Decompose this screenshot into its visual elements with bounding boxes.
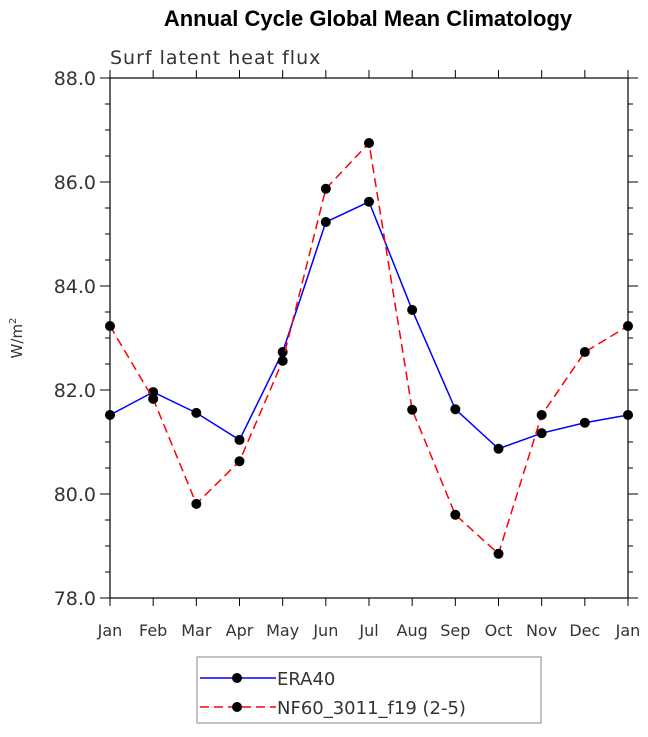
data-point: [320, 217, 331, 228]
data-point: [234, 434, 245, 445]
y-tick-label: 88.0: [54, 68, 96, 90]
data-point: [623, 321, 633, 332]
x-tick-label: Dec: [569, 621, 600, 640]
y-axis-label-sup: 2: [8, 318, 19, 324]
svg-text:W/m2: W/m2: [8, 318, 26, 359]
x-tick-label: Sep: [440, 621, 470, 640]
data-point: [320, 183, 331, 194]
legend-marker: [232, 702, 242, 712]
legend-label: ERA40: [277, 669, 335, 690]
data-point: [364, 196, 374, 207]
data-point: [105, 409, 115, 420]
data-point: [105, 321, 115, 332]
data-point: [191, 498, 202, 509]
y-tick-label: 78.0: [54, 588, 96, 610]
data-point: [364, 138, 374, 148]
y-tick-label: 84.0: [54, 276, 96, 298]
data-point: [234, 456, 245, 467]
y-tick-label: 82.0: [54, 380, 96, 402]
data-point: [623, 409, 633, 420]
data-point: [407, 404, 418, 415]
x-tick-label: Jan: [615, 621, 641, 640]
x-tick-label: Jul: [358, 621, 378, 640]
data-point: [579, 347, 590, 358]
x-tick-label: Aug: [397, 621, 428, 640]
series-line-0: [109, 200, 629, 450]
y-axis-label-text: W/m: [8, 324, 26, 359]
x-tick-label: Nov: [526, 621, 557, 640]
data-point: [407, 304, 418, 315]
x-tick-label: Apr: [226, 621, 254, 640]
x-tick-label: Oct: [485, 621, 513, 640]
legend-box: [196, 656, 542, 724]
data-point: [536, 428, 547, 439]
data-point: [536, 409, 547, 420]
x-tick-label: Jan: [97, 621, 123, 640]
y-tick-label: 80.0: [54, 484, 96, 506]
data-point: [493, 443, 504, 454]
y-tick-label: 86.0: [54, 172, 96, 194]
data-point: [493, 548, 504, 559]
data-point: [277, 355, 288, 366]
legend-label: NF60_3011_f19 (2-5): [277, 698, 466, 719]
chart-title: Annual Cycle Global Mean Climatology: [164, 6, 573, 31]
chart-subtitle: Surf latent heat flux: [110, 47, 321, 69]
legend-marker: [232, 673, 242, 683]
data-point: [450, 404, 461, 415]
plot-frame: [109, 77, 629, 599]
data-point: [450, 509, 461, 520]
data-point: [579, 417, 590, 428]
data-point: [191, 407, 202, 418]
x-tick-label: Jun: [312, 621, 338, 640]
legend: ERA40 NF60_3011_f19 (2-5): [196, 656, 542, 724]
y-axis-label: W/m2: [8, 318, 26, 359]
x-tick-label: Feb: [139, 621, 167, 640]
data-point: [148, 393, 159, 404]
x-tick-label: Mar: [181, 621, 212, 640]
x-tick-label: May: [266, 621, 299, 640]
